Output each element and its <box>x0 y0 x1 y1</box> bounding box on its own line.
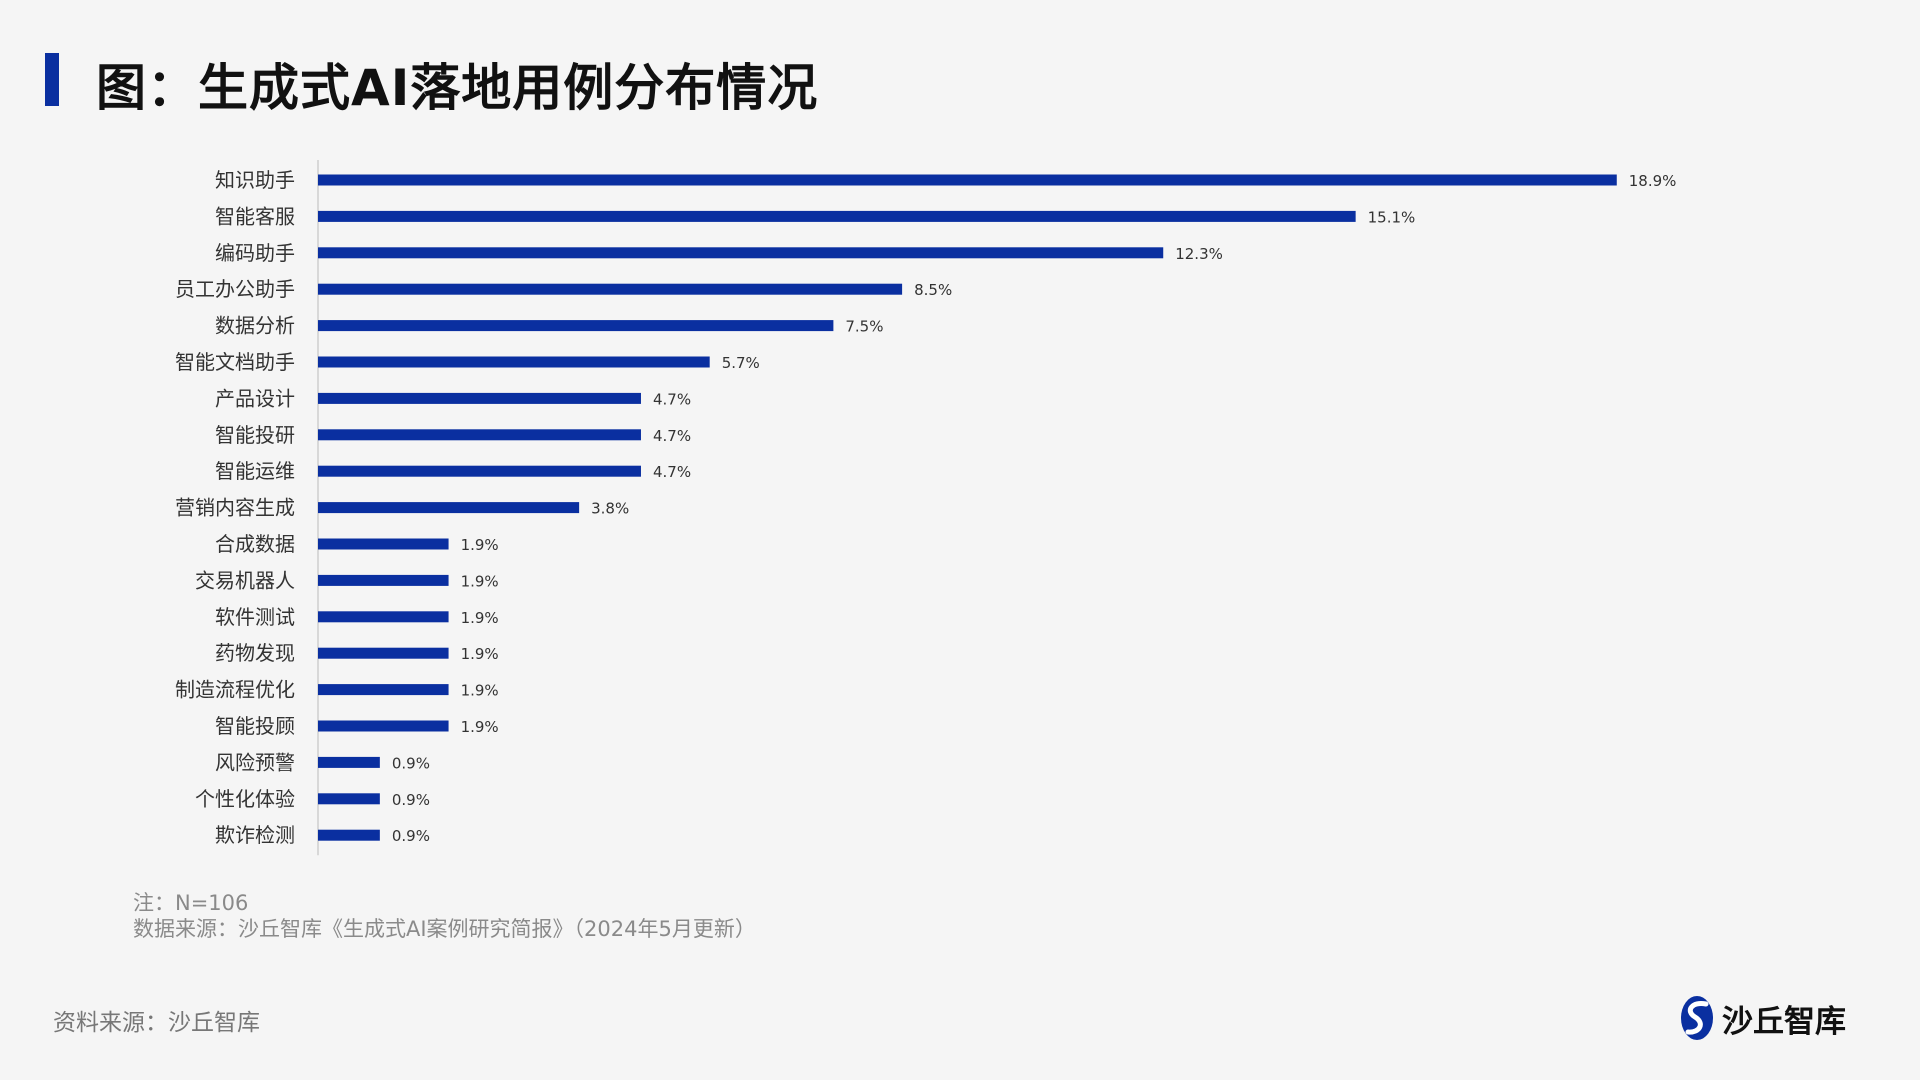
bar <box>318 574 449 586</box>
bar <box>318 392 641 404</box>
note-data-source: 数据来源：沙丘智库《生成式AI案例研究简报》（2024年5月更新） <box>133 917 756 941</box>
bar-value-label: 12.3% <box>1175 245 1223 263</box>
category-label: 软件测试 <box>215 605 295 629</box>
shaqiu-logo-icon <box>1681 996 1713 1040</box>
category-label: 智能投顾 <box>215 714 295 738</box>
bar-value-label: 7.5% <box>845 318 883 336</box>
bar <box>318 247 1164 259</box>
bar <box>318 829 380 841</box>
bar-value-label: 8.5% <box>914 281 952 299</box>
bar <box>318 320 834 332</box>
bar <box>318 793 380 805</box>
bar-value-label: 1.9% <box>461 718 499 736</box>
category-label: 制造流程优化 <box>175 678 295 702</box>
title-accent-bar <box>45 53 59 106</box>
category-label: 风险预警 <box>215 750 295 774</box>
category-label: 员工办公助手 <box>175 277 295 301</box>
category-label: 智能文档助手 <box>175 350 295 374</box>
bar-value-label: 4.7% <box>653 390 691 408</box>
category-label: 产品设计 <box>215 386 295 410</box>
bar-value-label: 18.9% <box>1629 172 1677 190</box>
category-label: 合成数据 <box>215 532 295 556</box>
bar-value-label: 4.7% <box>653 427 691 445</box>
page-title: 图：生成式AI落地用例分布情况 <box>96 59 819 117</box>
category-label: 数据分析 <box>215 314 295 338</box>
category-label: 欺诈检测 <box>215 823 295 847</box>
bar-value-label: 0.9% <box>392 827 430 845</box>
category-label: 知识助手 <box>215 168 295 192</box>
bar-value-label: 1.9% <box>461 645 499 663</box>
bar-value-label: 3.8% <box>591 500 629 518</box>
brand-logo: 沙丘智库 <box>1680 993 1846 1043</box>
bar <box>318 465 641 477</box>
category-label: 交易机器人 <box>195 568 295 592</box>
bar <box>318 720 449 732</box>
category-label: 智能运维 <box>215 459 295 483</box>
chart-notes: 注：N=106 数据来源：沙丘智库《生成式AI案例研究简报》（2024年5月更新… <box>133 890 756 942</box>
bar <box>318 429 641 441</box>
bar <box>318 210 1356 222</box>
bar <box>318 502 580 514</box>
bar-chart: 知识助手 18.9% 智能客服 15.1% 编码助手 12.3% 员工办公助手 8.5% 数据分… <box>175 160 1677 856</box>
bar <box>318 756 380 768</box>
bar <box>318 283 903 295</box>
bar-value-label: 1.9% <box>461 682 499 700</box>
category-label: 编码助手 <box>215 241 295 265</box>
bar <box>318 356 710 368</box>
logo-text: 沙丘智库 <box>1722 1003 1846 1040</box>
bar <box>318 684 449 696</box>
bar-value-label: 1.9% <box>461 572 499 590</box>
footer-source: 资料来源：沙丘智库 <box>53 1010 260 1036</box>
bar-value-label: 0.9% <box>392 754 430 772</box>
category-label: 智能投研 <box>215 423 295 447</box>
bar-value-label: 0.9% <box>392 791 430 809</box>
bar-value-label: 4.7% <box>653 463 691 481</box>
bar-value-label: 5.7% <box>722 354 760 372</box>
bar <box>318 538 449 550</box>
note-sample-size: 注：N=106 <box>133 891 249 915</box>
category-label: 药物发现 <box>215 641 295 665</box>
category-label: 个性化体验 <box>195 787 295 811</box>
bar <box>318 611 449 623</box>
bar-value-label: 15.1% <box>1368 208 1416 226</box>
bar-value-label: 1.9% <box>461 609 499 627</box>
category-label: 智能客服 <box>215 204 295 228</box>
bar <box>318 174 1617 186</box>
bar-value-label: 1.9% <box>461 536 499 554</box>
category-label: 营销内容生成 <box>175 496 295 520</box>
bar <box>318 647 449 659</box>
